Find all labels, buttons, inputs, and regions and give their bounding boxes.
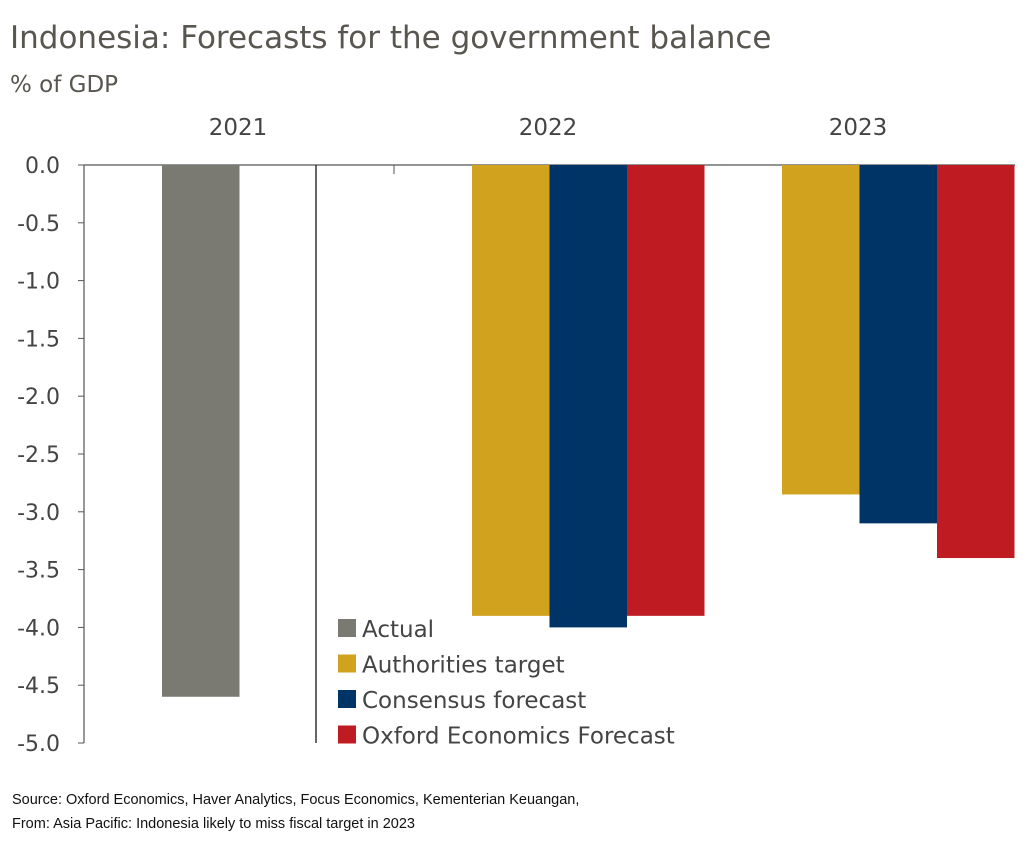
legend-label: Oxford Economics Forecast xyxy=(362,724,675,750)
y-tick-label: -2.0 xyxy=(17,385,60,410)
y-tick-label: -5.0 xyxy=(17,732,60,757)
legend-swatch xyxy=(338,725,356,744)
from-note: From: Asia Pacific: Indonesia likely to … xyxy=(12,816,415,832)
y-tick-label: -2.5 xyxy=(17,443,60,468)
source-note: Source: Oxford Economics, Haver Analytic… xyxy=(12,792,580,808)
category-label: 2023 xyxy=(829,115,888,141)
y-tick-label: -0.5 xyxy=(17,212,60,237)
legend-label: Consensus forecast xyxy=(362,688,586,714)
bar-authorities-target-2022 xyxy=(472,165,550,616)
legend-label: Authorities target xyxy=(362,653,565,679)
y-tick-label: -3.5 xyxy=(17,559,60,584)
bar-oxford-economics-forecast-2023 xyxy=(937,165,1015,559)
y-tick-label: -4.5 xyxy=(17,674,60,699)
bar-consensus-forecast-2023 xyxy=(859,165,937,524)
y-tick-label: -1.5 xyxy=(17,327,60,352)
bar-actual-2021 xyxy=(162,165,240,697)
legend-label: Actual xyxy=(362,617,434,643)
y-tick-label: -4.0 xyxy=(17,616,60,641)
legend-swatch xyxy=(338,690,356,708)
legend-swatch xyxy=(338,654,356,673)
bar-oxford-economics-forecast-2022 xyxy=(627,165,705,616)
legend-swatch xyxy=(338,619,356,637)
y-tick-label: 0.0 xyxy=(25,154,60,179)
y-tick-label: -1.0 xyxy=(17,270,60,295)
bar-consensus-forecast-2022 xyxy=(549,165,627,628)
y-axis-label: % of GDP xyxy=(10,72,119,98)
chart-title: Indonesia: Forecasts for the government … xyxy=(10,20,772,56)
category-label: 2021 xyxy=(209,115,268,141)
y-tick-label: -3.0 xyxy=(17,501,60,526)
bar-authorities-target-2023 xyxy=(782,165,860,495)
category-label: 2022 xyxy=(519,115,578,141)
